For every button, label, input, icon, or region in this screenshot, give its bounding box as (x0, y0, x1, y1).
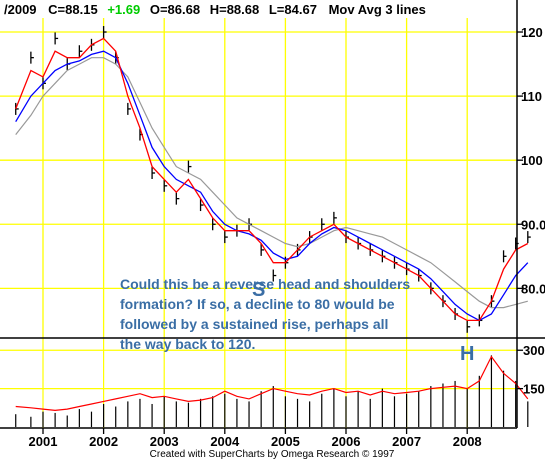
x-tick-label: 2005 (271, 434, 300, 449)
header-close: C=88.15 (48, 2, 98, 17)
header-change: +1.69 (107, 2, 140, 17)
moving-average-fast-line (15, 37, 529, 322)
price-gridlines (0, 31, 517, 289)
x-tick-label: 2002 (89, 434, 118, 449)
x-tick-label: 2007 (392, 434, 421, 449)
vertical-gridlines (42, 18, 468, 338)
price-tick-label: 120 (521, 25, 543, 40)
price-tick-label: 100 (521, 153, 543, 168)
price-axis-ticks: 80.0 90.0 100 110 120 (517, 25, 545, 296)
header-high: H=88.68 (210, 2, 260, 17)
x-tick-label: 2001 (29, 434, 58, 449)
x-tick-label: 2008 (453, 434, 482, 449)
annotation-line-1: Could this be a reverse head and shoulde… (120, 276, 410, 292)
moving-average-medium-line (15, 50, 529, 322)
price-tick-label: 110 (521, 89, 542, 104)
x-axis-ticks: 2001 2002 2003 2004 2005 2006 2007 2008 (29, 428, 482, 449)
annotation-line-3: followed by a sustained rise, perhaps al… (120, 316, 388, 332)
header-low: L=84.67 (269, 2, 317, 17)
annotation-line-4: the way back to 120. (120, 336, 255, 352)
volume-tick-label: 300 (523, 343, 545, 358)
volume-average-line (15, 355, 529, 412)
header-open: O=86.68 (150, 2, 200, 17)
price-tick-label: 80.0 (521, 281, 545, 296)
footer-credit: Created with SuperCharts by Omega Resear… (150, 449, 395, 460)
head-label: H (460, 343, 474, 365)
header-date: /2009 (4, 2, 37, 17)
x-tick-label: 2004 (210, 434, 240, 449)
moving-average-slow-line (15, 57, 528, 309)
volume-gridlines (0, 338, 517, 428)
price-tick-label: 90.0 (521, 217, 545, 232)
x-tick-label: 2003 (150, 434, 179, 449)
shoulder-label: S (252, 279, 265, 301)
header-readout: /2009 C=88.15 +1.69 O=86.68 H=88.68 L=84… (4, 2, 426, 17)
annotation-line-2: formation? If so, a decline to 80 would … (120, 296, 395, 312)
volume-tick-label: 150 (523, 382, 545, 397)
x-tick-label: 2006 (332, 434, 361, 449)
volume-bars (15, 355, 529, 427)
header-indicator: Mov Avg 3 lines (329, 2, 426, 17)
volume-axis-ticks: 150 300 (517, 343, 545, 397)
